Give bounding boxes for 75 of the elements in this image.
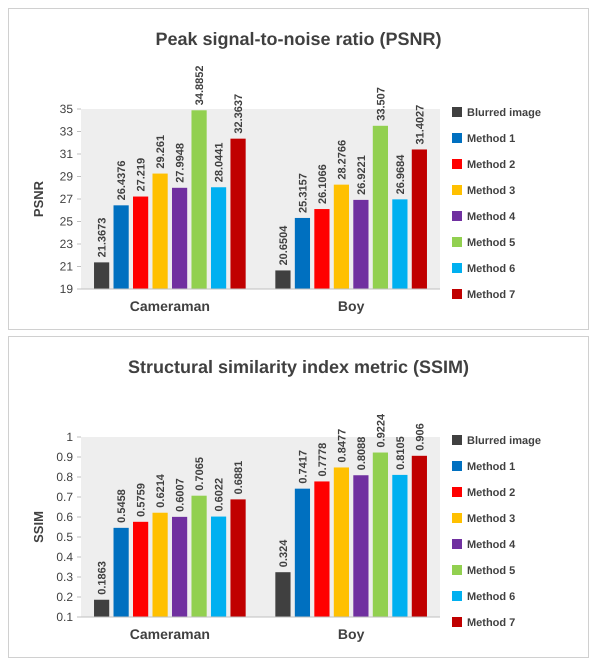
- y-tick-label: 27: [60, 192, 74, 206]
- data-label: 26.1066: [316, 164, 329, 204]
- x-tick-label: Boy: [338, 298, 365, 314]
- data-label: 0.7417: [297, 450, 310, 484]
- legend-label: Method 7: [467, 616, 516, 629]
- y-tick-label: 33: [60, 124, 74, 138]
- data-label: 0.7065: [194, 457, 206, 491]
- data-label: 33.507: [375, 87, 388, 121]
- y-tick-label: 0.8: [56, 470, 74, 484]
- data-label: 0.8105: [394, 436, 407, 470]
- data-label: 26.9221: [356, 155, 368, 195]
- legend-label: Method 1: [467, 132, 516, 145]
- y-tick-label: 21: [60, 259, 74, 274]
- data-label: 0.8088: [356, 436, 368, 470]
- legend-label: Method 6: [467, 590, 516, 603]
- data-label: 0.6881: [233, 460, 246, 494]
- y-axis-title: SSIM: [31, 511, 46, 543]
- data-label: 34.8852: [194, 66, 206, 106]
- data-label: 0.6214: [155, 473, 168, 508]
- chart-title: Peak signal-to-noise ratio (PSNR): [155, 29, 442, 49]
- x-tick-label: Cameraman: [130, 298, 210, 314]
- y-tick-label: 19: [60, 282, 74, 296]
- y-tick-label: 23: [60, 236, 74, 251]
- y-axis-title: PSNR: [31, 180, 46, 218]
- y-tick-label: 29: [60, 169, 74, 184]
- legend-label: Method 6: [467, 262, 516, 275]
- legend-label: Method 1: [467, 460, 516, 473]
- data-label: 26.9684: [394, 154, 407, 194]
- y-tick-label: 0.4: [56, 550, 74, 564]
- y-tick-label: 0.7: [56, 490, 74, 504]
- data-label: 20.6504: [278, 224, 290, 266]
- y-tick-label: 31: [60, 146, 74, 161]
- legend-label: Blurred image: [467, 434, 541, 447]
- data-label: 0.1863: [96, 561, 109, 595]
- legend-label: Method 5: [467, 564, 516, 577]
- legend-label: Method 5: [467, 236, 516, 249]
- y-tick-label: 0.1: [56, 610, 74, 624]
- x-tick-label: Boy: [338, 626, 365, 642]
- data-label: 0.9224: [375, 412, 388, 448]
- y-tick-label: 0.6: [56, 510, 74, 524]
- y-tick-label: 35: [60, 102, 74, 116]
- y-tick-label: 1: [66, 430, 74, 444]
- y-tick-label: 25: [60, 214, 74, 228]
- legend-label: Method 7: [467, 288, 516, 301]
- data-label: 27.9948: [174, 143, 187, 183]
- data-label: 0.7778: [316, 442, 329, 476]
- data-label: 0.6007: [174, 478, 187, 512]
- legend-label: Method 3: [467, 184, 516, 197]
- data-label: 0.906: [414, 423, 426, 451]
- data-label: 28.0441: [214, 142, 226, 182]
- data-label: 0.6022: [214, 478, 226, 512]
- y-tick-label: 0.5: [56, 530, 74, 544]
- legend-label: Method 4: [467, 210, 516, 223]
- data-label: 28.2766: [336, 140, 348, 180]
- data-label: 21.3673: [96, 218, 109, 258]
- legend-label: Method 4: [467, 538, 516, 551]
- legend-label: Blurred image: [467, 106, 541, 119]
- data-label: 0.324: [278, 538, 290, 568]
- y-tick-label: 0.2: [56, 590, 74, 604]
- data-label: 25.3157: [297, 173, 310, 213]
- data-label: 0.5458: [116, 489, 128, 523]
- data-label: 32.3637: [233, 94, 246, 134]
- data-label: 31.4027: [414, 104, 426, 144]
- data-label: 26.4376: [116, 160, 128, 200]
- legend-label: Method 2: [467, 486, 516, 499]
- legend-label: Method 3: [467, 512, 516, 525]
- chart-title: Structural similarity index metric (SSIM): [128, 357, 470, 377]
- data-label: 0.8477: [336, 428, 348, 462]
- x-tick-label: Cameraman: [130, 626, 210, 642]
- y-tick-label: 0.3: [56, 570, 74, 584]
- data-label: 27.219: [136, 158, 148, 192]
- data-label: 29.261: [155, 134, 168, 169]
- legend-label: Method 2: [467, 158, 516, 171]
- data-label: 0.5759: [136, 483, 148, 517]
- y-tick-label: 0.9: [56, 450, 74, 464]
